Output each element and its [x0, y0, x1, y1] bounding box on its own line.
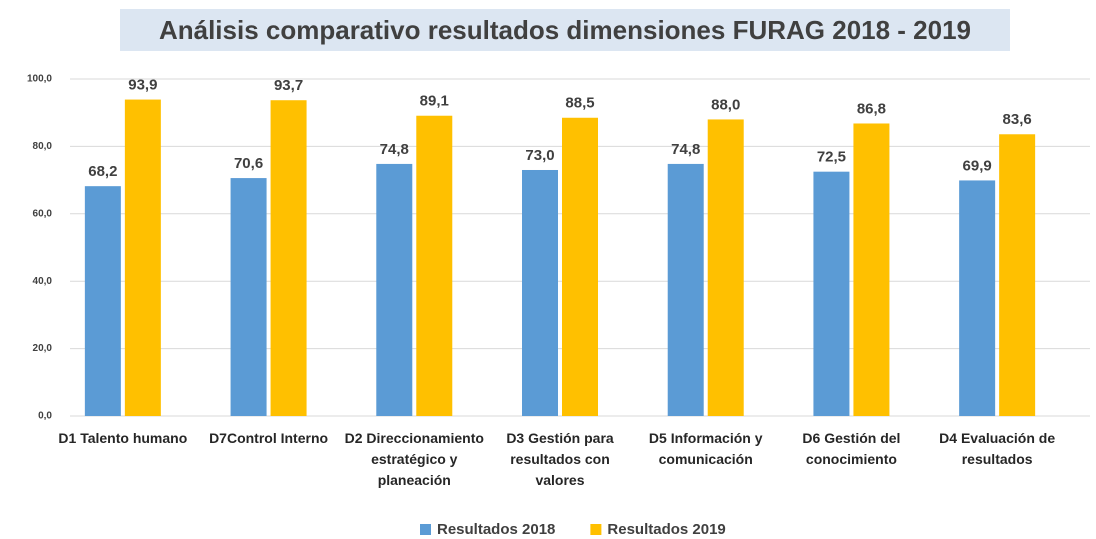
x-tick-label: D3 Gestión para resultados con valores: [506, 430, 614, 488]
bar: [707, 119, 744, 416]
bar: [124, 99, 161, 416]
value-label: 88,0: [711, 96, 740, 113]
x-tick-label: D4 Evaluación de resultados: [939, 430, 1056, 467]
bar: [270, 100, 307, 416]
legend-swatch: [420, 524, 431, 535]
value-label: 69,9: [963, 157, 992, 174]
bar: [853, 123, 890, 416]
value-label: 86,8: [857, 100, 886, 117]
legend-label: Resultados 2018: [437, 521, 555, 538]
y-tick-label: 40,0: [33, 276, 53, 287]
bar: [416, 115, 453, 416]
x-tick-label: D2 Direccionamiento estratégico y planea…: [344, 430, 484, 488]
value-label: 83,6: [1003, 111, 1032, 128]
value-label: 72,5: [817, 149, 846, 166]
x-tick-label: D6 Gestión del conocimiento: [802, 430, 901, 467]
x-tick-label: D5 Información y comunicación: [648, 430, 763, 467]
bar: [562, 117, 598, 416]
legend-label: Resultados 2019: [607, 521, 725, 538]
bar: [376, 163, 413, 416]
bar: [667, 163, 704, 416]
y-tick-label: 80,0: [33, 141, 53, 152]
value-label: 68,2: [88, 163, 117, 180]
bar: [999, 134, 1036, 416]
value-label: 89,1: [420, 93, 449, 110]
value-label: 93,7: [274, 77, 303, 94]
bar: [813, 171, 850, 416]
y-tick-label: 100,0: [27, 74, 52, 85]
y-tick-label: 60,0: [33, 208, 53, 219]
bar: [522, 169, 558, 416]
value-label: 93,9: [128, 77, 157, 94]
bar: [84, 186, 121, 416]
legend-swatch: [590, 524, 602, 535]
y-tick-label: 0,0: [38, 411, 52, 422]
chart-title: Análisis comparativo resultados dimensio…: [120, 9, 1010, 51]
bar: [230, 178, 267, 416]
value-label: 73,0: [525, 147, 554, 164]
value-label: 70,6: [234, 155, 263, 172]
y-tick-label: 20,0: [33, 343, 53, 354]
value-label: 74,8: [671, 141, 700, 158]
x-tick-label: D1 Talento humano: [58, 430, 188, 446]
value-label: 74,8: [380, 141, 409, 158]
bar: [959, 180, 996, 416]
x-tick-label: D7Control Interno: [209, 430, 329, 446]
value-label: 88,5: [565, 95, 594, 112]
